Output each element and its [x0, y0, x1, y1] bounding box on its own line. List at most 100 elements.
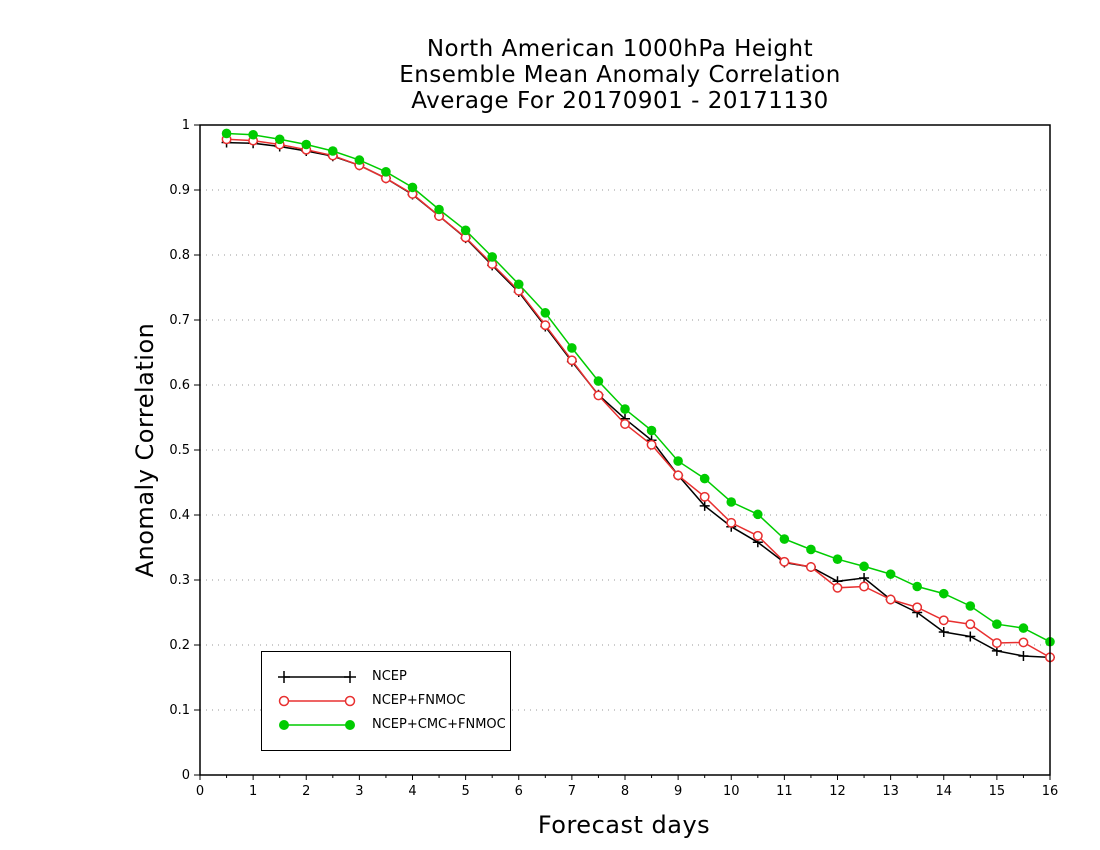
y-tick-label: 0: [182, 768, 190, 783]
y-tick-label: 0.5: [169, 443, 190, 458]
y-tick-label: 0.6: [169, 378, 190, 393]
legend-swatch-ncep: [278, 671, 356, 683]
x-tick-label: 16: [1042, 784, 1059, 799]
data-point-ncep-cmc-fnmoc: [753, 509, 763, 520]
y-tick-label: 0.2: [169, 638, 190, 653]
data-point-ncep-cmc-fnmoc: [407, 182, 418, 193]
x-tick-label: 2: [302, 784, 310, 799]
y-tick-label: 0.4: [169, 508, 190, 523]
x-tick-label: 6: [515, 784, 523, 799]
data-point-ncep-cmc-fnmoc: [381, 167, 391, 177]
data-point-ncep-fnmoc: [726, 517, 737, 528]
data-point-ncep: [1018, 651, 1029, 662]
y-tick-label: 0.3: [169, 573, 190, 588]
data-point-ncep-cmc-fnmoc: [274, 134, 285, 145]
x-tick-label: 12: [829, 784, 846, 799]
data-point-ncep: [965, 631, 976, 642]
legend-swatch-ncep-fnmoc: [278, 695, 356, 707]
data-point-ncep-cmc-fnmoc: [965, 601, 976, 611]
series-ncep: [221, 137, 1055, 663]
data-point-ncep-fnmoc: [885, 594, 896, 605]
y-tick-label: 0.1: [169, 703, 190, 718]
data-point-ncep-cmc-fnmoc: [513, 279, 524, 290]
data-point-ncep-cmc-fnmoc: [699, 473, 710, 484]
data-point-ncep-cmc-fnmoc: [328, 146, 338, 156]
x-axis-label: Forecast days: [537, 811, 711, 839]
x-tick-label: 8: [621, 784, 629, 799]
series-line-ncep-cmc-fnmoc: [226, 132, 1051, 643]
data-point-ncep: [938, 627, 949, 637]
legend-label-ncep-cmc-fnmoc: NCEP+CMC+FNMOC: [372, 717, 506, 732]
x-tick-label: 3: [355, 784, 363, 799]
data-point-ncep-fnmoc: [938, 615, 949, 626]
x-tick-label: 7: [568, 784, 576, 799]
data-point-ncep-cmc-fnmoc: [938, 588, 949, 599]
data-point-ncep-cmc-fnmoc: [301, 139, 312, 150]
x-tick-label: 4: [408, 784, 416, 799]
data-point-ncep-cmc-fnmoc: [726, 497, 737, 507]
data-point-ncep-fnmoc: [620, 419, 630, 429]
data-point-ncep-cmc-fnmoc: [434, 204, 444, 215]
data-point-ncep: [859, 573, 870, 584]
data-point-ncep-fnmoc: [566, 355, 577, 366]
legend: NCEP NCEP+FNMOC NCEP+CMC+FNMOC: [261, 651, 511, 751]
data-point-ncep-fnmoc: [540, 320, 551, 331]
data-point-ncep-cmc-fnmoc: [646, 425, 657, 436]
data-point-ncep-fnmoc: [805, 562, 816, 572]
data-point-ncep-cmc-fnmoc: [779, 534, 790, 544]
grid-lines: [200, 189, 1050, 711]
y-tick-label: 1: [182, 118, 190, 133]
chart-title-line-2: Ensemble Mean Anomaly Correlation: [399, 62, 841, 88]
y-tick-label: 0.8: [169, 248, 190, 263]
x-tick-label: 10: [723, 784, 740, 799]
data-point-ncep-cmc-fnmoc: [567, 343, 577, 353]
chart-title-line-1: North American 1000hPa Height: [426, 36, 814, 62]
data-point-ncep-cmc-fnmoc: [460, 225, 471, 236]
data-point-ncep-cmc-fnmoc: [912, 581, 922, 592]
data-point-ncep-fnmoc: [673, 470, 684, 481]
series-ncep-fnmoc: [221, 134, 1055, 663]
data-point-ncep-fnmoc: [1018, 637, 1029, 648]
legend-item-ncep: NCEP: [262, 667, 510, 687]
legend-label-ncep: NCEP: [372, 669, 407, 684]
x-tick-label: 0: [196, 784, 204, 799]
data-point-ncep-cmc-fnmoc: [593, 376, 604, 386]
data-point-ncep-cmc-fnmoc: [620, 404, 630, 414]
data-point-ncep-cmc-fnmoc: [221, 128, 232, 139]
x-tick-label: 14: [935, 784, 952, 799]
legend-item-ncep-fnmoc: NCEP+FNMOC: [262, 691, 510, 711]
x-tick-label: 9: [674, 784, 682, 799]
data-point-ncep-fnmoc: [646, 439, 657, 450]
x-tick-label: 13: [882, 784, 899, 799]
data-point-ncep-fnmoc: [832, 582, 843, 593]
x-tick-label: 5: [461, 784, 469, 799]
data-point-ncep-fnmoc: [912, 602, 923, 613]
data-point-ncep-cmc-fnmoc: [487, 252, 497, 262]
series-ncep-cmc-fnmoc: [221, 128, 1055, 647]
data-point-ncep-cmc-fnmoc: [859, 561, 869, 572]
data-point-ncep-cmc-fnmoc: [992, 619, 1002, 629]
y-tick-label: 0.9: [169, 183, 190, 198]
data-point-ncep-fnmoc: [752, 530, 763, 541]
data-point-ncep-fnmoc: [965, 619, 976, 630]
data-point-ncep-fnmoc: [859, 581, 870, 592]
data-point-ncep: [699, 500, 710, 511]
data-point-ncep-cmc-fnmoc: [832, 554, 843, 564]
data-point-ncep-cmc-fnmoc: [1018, 623, 1029, 633]
y-axis-label: Anomaly Correlation: [131, 322, 159, 578]
legend-label-ncep-fnmoc: NCEP+FNMOC: [372, 693, 466, 708]
data-point-ncep-cmc-fnmoc: [354, 155, 365, 165]
x-tick-label: 15: [989, 784, 1006, 799]
series-group: [221, 128, 1055, 663]
y-tick-label: 0.7: [169, 313, 190, 328]
data-point-ncep-cmc-fnmoc: [885, 569, 896, 579]
x-tick-label: 1: [249, 784, 257, 799]
data-point-ncep-cmc-fnmoc: [248, 129, 258, 140]
data-point-ncep-fnmoc: [779, 556, 790, 567]
data-point-ncep-fnmoc: [593, 390, 604, 401]
legend-item-ncep-cmc-fnmoc: NCEP+CMC+FNMOC: [262, 715, 510, 735]
chart-title-line-3: Average For 20170901 - 20171130: [411, 88, 829, 114]
data-point-ncep-cmc-fnmoc: [806, 544, 816, 555]
data-point-ncep-cmc-fnmoc: [673, 456, 683, 466]
